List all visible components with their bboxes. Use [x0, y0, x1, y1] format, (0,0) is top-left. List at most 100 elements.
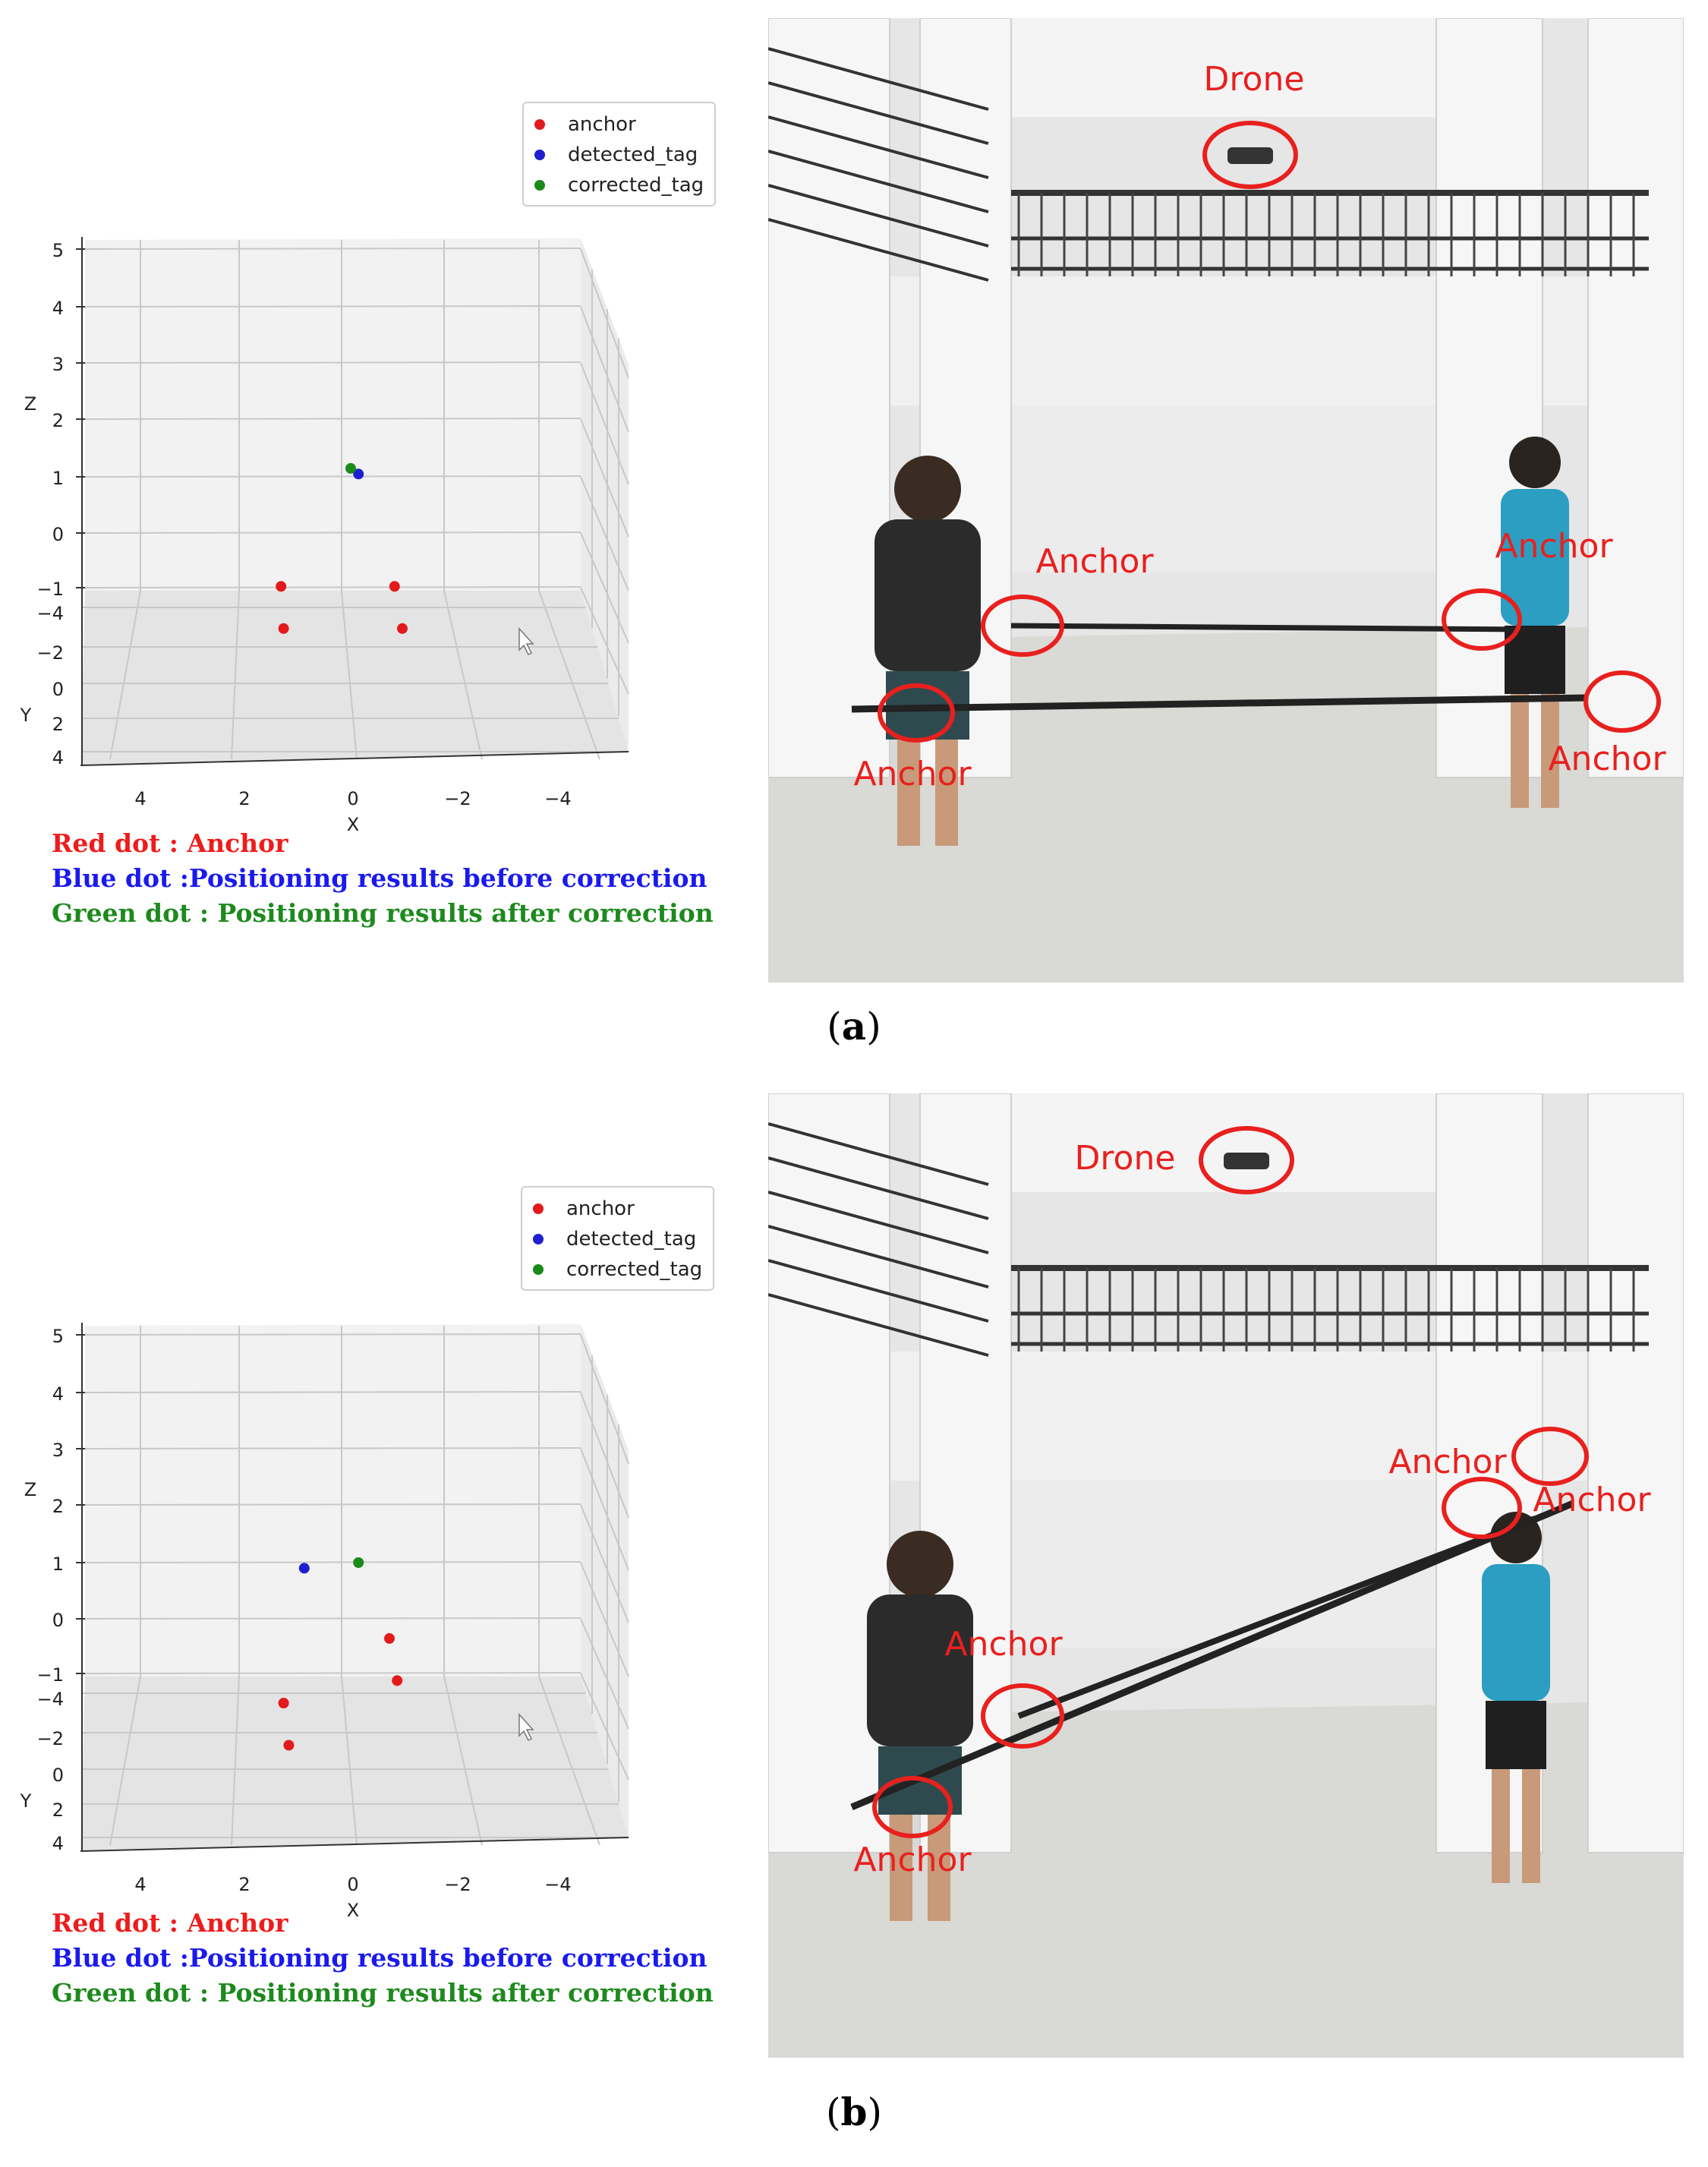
annotation-circle: [878, 683, 955, 743]
x-tick-label: 2: [238, 788, 250, 809]
grid-line: [109, 1676, 141, 1846]
grid-line: [84, 1333, 581, 1336]
anchor-pole: [850, 1500, 1574, 1811]
person-head: [887, 1531, 953, 1598]
x-tick-label: −4: [544, 788, 571, 809]
z-tick-label: 2: [52, 1496, 64, 1517]
stair-rail: [768, 184, 989, 248]
grid-line: [341, 1676, 358, 1846]
experiment-photo: Drone Anchor Anchor Anchor Anchor: [768, 1093, 1684, 2058]
anchor-point: [278, 623, 289, 634]
x-axis-line: [80, 1837, 629, 1852]
caption-blue: Blue dot :Positioning results before cor…: [52, 863, 707, 893]
y-tick-label: 2: [52, 714, 64, 735]
legend-marker: [533, 1203, 544, 1214]
scatter-3d-plot: 5 4 3 2 1 0 −1 −4 −2 0 2 4 4 2 0 −2 −4 Z Y X: [20, 1323, 629, 1921]
annotation-circle: [1511, 1427, 1589, 1486]
person-leg: [1541, 694, 1559, 808]
grid-line: [84, 1561, 581, 1563]
z-tick-label: 4: [52, 298, 64, 319]
y-tick-label: −4: [37, 603, 64, 624]
y-tick-label: 4: [52, 747, 64, 768]
legend-entry: anchor: [534, 109, 704, 140]
caption-green: Green dot : Positioning results after co…: [52, 1978, 714, 2008]
z-axis-label: Z: [24, 393, 36, 415]
legend-entry: corrected_tag: [534, 170, 704, 200]
grid-line: [580, 1392, 629, 1519]
legend-label: detected_tag: [566, 1228, 697, 1251]
y-tick-label: 2: [52, 1800, 64, 1821]
far-wall: [996, 1481, 1451, 1648]
grid-line: [231, 1676, 240, 1846]
grid-line: [109, 590, 141, 760]
grid-line: [580, 532, 629, 644]
legend-label: corrected_tag: [568, 174, 704, 197]
z-tick-label: 5: [52, 240, 64, 261]
grid-line: [84, 361, 581, 364]
grid-line: [580, 1334, 629, 1465]
x-tick-label: 0: [347, 788, 358, 809]
photo-scene: Drone Anchor Anchor Anchor Anchor: [768, 1093, 1684, 2058]
anchor-pole: [1017, 1516, 1536, 1719]
z-tick-label: 4: [52, 1383, 64, 1405]
ceiling: [966, 1093, 1497, 1192]
drone-icon: [1224, 1153, 1269, 1169]
z-tick-label: 0: [52, 1610, 64, 1631]
grid-line: [580, 1562, 629, 1677]
legend-marker: [534, 150, 545, 160]
person-leg: [935, 740, 958, 846]
caption-red: Red dot : Anchor: [52, 1908, 288, 1938]
caption-red: Red dot : Anchor: [52, 828, 288, 858]
grid-line: [84, 1503, 581, 1506]
anchor-point: [278, 1698, 289, 1708]
grid-line: [580, 248, 629, 379]
scatter-3d-plot: 5 4 3 2 1 0 −1 −4 −2 0 2 4 4 2 0 −2 −4 Z Y X: [20, 237, 629, 835]
z-tick-label: −1: [37, 579, 64, 600]
stair-rail: [768, 47, 989, 111]
pillar: [1587, 18, 1684, 778]
legend-marker: [533, 1264, 544, 1275]
x-tick-label: −2: [444, 1874, 471, 1895]
pillar: [1587, 1093, 1684, 1853]
y-tick-label: −4: [37, 1689, 64, 1710]
grid-line: [580, 476, 629, 591]
annotation-anchor: Anchor: [944, 1625, 1063, 1664]
grid-line: [84, 586, 581, 588]
grid-line: [84, 1617, 581, 1620]
legend-entry: detected_tag: [534, 140, 704, 170]
y-tick-label: 0: [52, 679, 64, 700]
annotation-circle: [1442, 588, 1522, 651]
caption-green: Green dot : Positioning results after co…: [52, 898, 714, 928]
x-tick-label: 4: [134, 788, 146, 809]
anchor-point: [397, 623, 408, 634]
grid-line: [580, 1448, 629, 1571]
annotation-anchor: Anchor: [1035, 542, 1154, 581]
z-tick-label: 2: [52, 410, 64, 431]
grid-line: [580, 1504, 629, 1623]
drone-icon: [1227, 147, 1273, 164]
person-shorts: [1486, 1701, 1546, 1769]
grid-line: [538, 590, 600, 760]
z-tick-label: 1: [52, 1553, 64, 1575]
y-axis-label: Y: [20, 1790, 32, 1812]
legend-marker: [534, 119, 545, 130]
person-body: [874, 519, 981, 671]
x-tick-label: −2: [444, 788, 471, 809]
z-tick-label: −1: [37, 1664, 64, 1686]
annotation-anchor: Anchor: [1548, 740, 1666, 778]
back-pane: [85, 238, 581, 591]
floor-pane: [80, 1677, 629, 1851]
annotation-circle: [1584, 670, 1661, 733]
grid-line: [84, 1447, 581, 1449]
stair-rail: [768, 1259, 989, 1323]
stair-rail: [768, 1225, 989, 1289]
grid-line: [84, 418, 581, 420]
anchor-point: [384, 1632, 395, 1644]
person-leg: [897, 740, 920, 846]
grid-line: [580, 587, 629, 695]
person-leg: [1522, 1769, 1540, 1883]
legend-label: corrected_tag: [566, 1258, 703, 1281]
z-axis-label: Z: [24, 1479, 36, 1500]
y-tick-label: −2: [37, 1728, 64, 1749]
grid-line: [84, 305, 581, 308]
